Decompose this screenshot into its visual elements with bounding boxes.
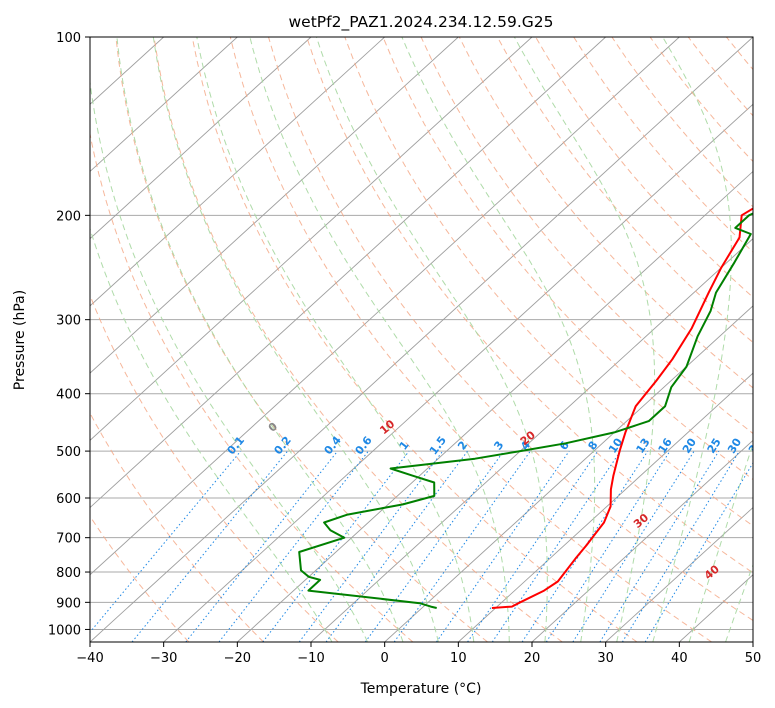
moist-adiabat-line: [725, 563, 753, 642]
mixing-ratio-line: [90, 450, 242, 633]
mixing-ratio-line: [644, 461, 753, 642]
x-axis-title: Temperature (°C): [360, 681, 482, 697]
x-tick-label: 20: [524, 651, 541, 666]
dry-adiabat-line: [191, 37, 638, 642]
mixing-ratio-lines: [90, 450, 753, 642]
mixing-ratio-line: [364, 450, 505, 642]
isobar-grid: [90, 37, 753, 630]
dry-adiabat-line: [344, 37, 753, 527]
moist-adiabat-line: [315, 37, 548, 642]
y-axis-title: Pressure (hPa): [12, 290, 28, 390]
dry-adiabat-line: [535, 37, 753, 298]
mixing-ratio-line: [218, 450, 369, 642]
y-tick-label: 900: [56, 596, 81, 611]
y-tick-label: 400: [56, 388, 81, 403]
isotherm-line: [458, 372, 753, 642]
moist-adiabat-line: [401, 37, 596, 642]
mixing-ratio-line: [621, 450, 740, 642]
moist-adiabat-line: [249, 37, 510, 642]
temperature-trace: [491, 207, 753, 609]
isotherm-line: [384, 305, 753, 642]
dry-adiabat-line: [153, 37, 563, 642]
mixing-ratio-line: [393, 450, 531, 642]
x-tick-label: 30: [597, 651, 614, 666]
isotherm-line: [605, 506, 753, 642]
mixing-ratio-line: [599, 450, 720, 642]
moist-adiabat-line: [90, 78, 369, 642]
chart-title: wetPf2_PAZ1.2024.234.12.59.G25: [289, 13, 554, 32]
mixing-ratio-label: 36: [746, 436, 765, 456]
y-tick-label: 500: [56, 445, 81, 460]
isotherm-line: [237, 170, 753, 642]
sounding-series: [298, 207, 753, 609]
mixing-ratio-line: [185, 450, 338, 642]
isotherm-line: [90, 37, 385, 307]
isotherm-line: [90, 37, 459, 374]
y-tick-label: 800: [56, 566, 81, 581]
x-tick-label: 10: [450, 651, 467, 666]
mixing-ratio-line: [131, 450, 288, 642]
isotherm-grid: [90, 37, 753, 642]
isotherm-line: [90, 37, 312, 240]
dry-adiabat-line: [90, 515, 190, 642]
x-tick-label: 0: [381, 651, 389, 666]
dry-adiabat-line: [496, 37, 753, 344]
dry-adiabat-line: [306, 37, 753, 574]
moist-adiabat-line: [90, 227, 333, 642]
dry-adiabat-line: [382, 37, 753, 481]
isotherm-line: [310, 238, 753, 642]
moist-adiabat-line: [196, 37, 475, 642]
dewpoint-trace: [298, 212, 753, 609]
dry-adiabat-line: [268, 37, 753, 622]
dry-adiabat-line: [90, 412, 264, 642]
y-axis: 100 200 300 400 500 600 700 800 900 1000: [48, 31, 90, 638]
isotherm-line: [90, 37, 680, 576]
isotherm-line: [90, 37, 606, 509]
isotherm-line: [90, 37, 238, 173]
y-tick-label: 200: [56, 209, 81, 224]
isotherm-line: [90, 37, 533, 441]
x-axis: −40 −30 −20 −10 0 10 20 30 40 50: [76, 642, 761, 666]
mixing-ratio-line: [262, 450, 410, 642]
y-tick-label: 300: [56, 314, 81, 329]
x-tick-label: −20: [224, 651, 251, 666]
isotherm-line: [90, 37, 753, 642]
plot-frame: [89, 36, 754, 643]
y-tick-label: 700: [56, 532, 81, 547]
isotherm-line: [531, 439, 753, 642]
x-tick-label: −10: [297, 651, 324, 666]
y-tick-label: 600: [56, 492, 81, 507]
dry-adiabat-line: [229, 37, 712, 642]
y-tick-label: 1000: [48, 623, 81, 638]
x-tick-label: 50: [745, 651, 762, 666]
mixing-ratio-line: [572, 450, 695, 642]
moist-adiabat-line: [652, 37, 732, 642]
moist-adiabat-line: [152, 37, 439, 642]
dry-adiabat-line: [90, 131, 414, 642]
y-tick-label: 100: [56, 31, 81, 46]
dry-adiabat-line: [115, 37, 488, 642]
x-tick-label: −30: [150, 651, 177, 666]
isotherm-line: [163, 103, 753, 642]
x-tick-label: −40: [76, 651, 103, 666]
x-tick-label: 40: [671, 651, 688, 666]
mixing-ratio-line: [436, 450, 570, 642]
mixing-ratio-line: [467, 450, 599, 642]
